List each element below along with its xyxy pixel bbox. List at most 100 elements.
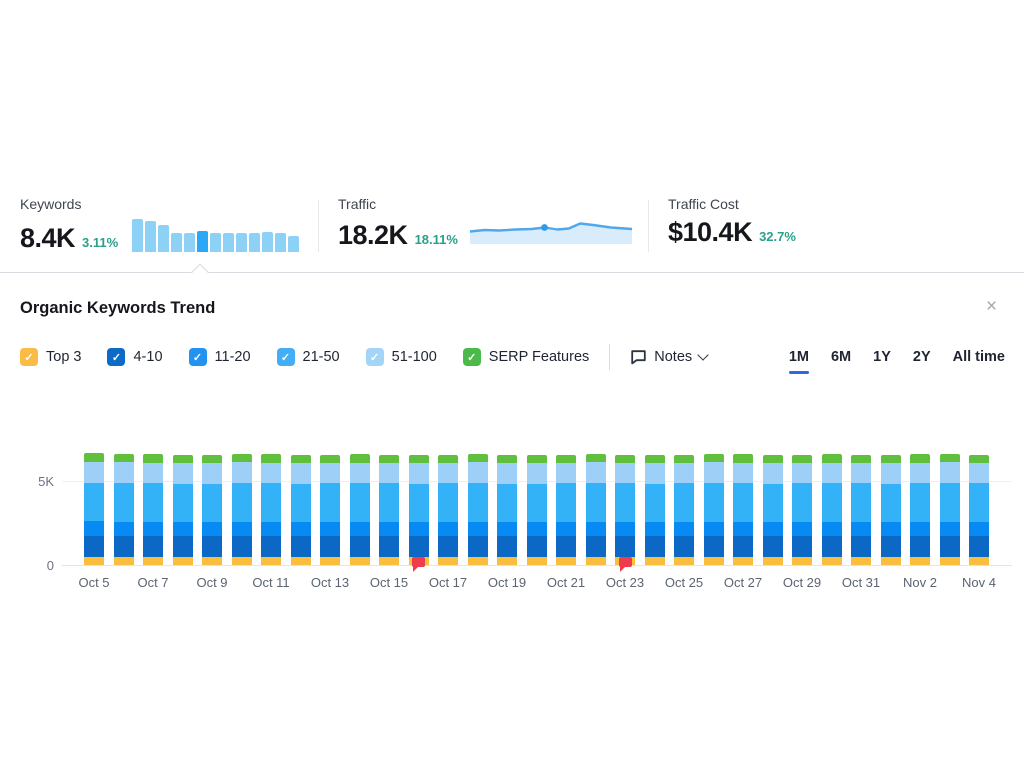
trend-bar[interactable]: [408, 455, 429, 565]
bar-segment-21-50: [969, 483, 989, 522]
spark-bar: [249, 233, 261, 252]
range-tab-1m[interactable]: 1M: [788, 349, 810, 374]
bar-segment-21-50: [674, 483, 694, 522]
trend-bar[interactable]: [880, 455, 901, 565]
trend-bar[interactable]: [556, 454, 576, 565]
bar-segment-11-20: [290, 522, 311, 537]
metric-traffic-cost[interactable]: Traffic Cost $10.4K 32.7%: [668, 196, 796, 246]
bar-segment-serp-features: [615, 454, 635, 463]
trend-bar[interactable]: [231, 454, 252, 565]
section-divider: [0, 272, 1024, 273]
metric-keywords[interactable]: Keywords 8.4K 3.11%: [20, 196, 300, 253]
bar-segment-11-20: [585, 521, 606, 537]
spark-bar: [288, 236, 300, 252]
bar-segment-21-50: [939, 483, 960, 522]
bar-segment-11-20: [792, 521, 812, 537]
bar-segment-51-100: [644, 463, 665, 484]
bar-segment-serp-features: [851, 454, 871, 463]
spark-bar: [145, 221, 157, 252]
trend-bar[interactable]: [143, 454, 163, 565]
bar-segment-4-10: [969, 536, 989, 557]
trend-bar[interactable]: [674, 454, 694, 565]
trend-bar[interactable]: [290, 455, 311, 565]
trend-bar[interactable]: [379, 454, 399, 565]
bar-segment-serp-features: [438, 454, 458, 463]
bar-segment-51-100: [379, 462, 399, 484]
bar-segment-51-100: [939, 462, 960, 484]
bar-segment-4-10: [379, 536, 399, 557]
spark-bar: [275, 233, 287, 252]
x-tick-label: Oct 13: [310, 575, 350, 590]
filter-top-3[interactable]: ✓ Top 3: [20, 348, 81, 366]
bar-segment-top-3: [821, 557, 842, 565]
bar-segment-51-100: [851, 462, 871, 484]
bar-segment-serp-features: [113, 454, 134, 463]
filter-11-20[interactable]: ✓ 11-20: [188, 348, 251, 366]
x-tick-label: Oct 19: [487, 575, 527, 590]
trend-bar[interactable]: [939, 454, 960, 565]
trend-bar[interactable]: [467, 454, 488, 565]
trend-bar[interactable]: [349, 454, 370, 565]
bar-segment-serp-features: [733, 454, 753, 463]
filter-51-100[interactable]: ✓ 51-100: [365, 348, 437, 366]
bar-segment-4-10: [349, 536, 370, 557]
trend-bar[interactable]: [585, 454, 606, 565]
bar-segment-11-20: [615, 521, 635, 537]
range-tab-6m[interactable]: 6M: [830, 349, 852, 365]
trend-bar[interactable]: [526, 455, 547, 565]
range-tab-all-time[interactable]: All time: [952, 349, 1005, 365]
trend-bar[interactable]: [84, 453, 104, 565]
bar-segment-11-20: [231, 521, 252, 537]
note-flag-icon[interactable]: [618, 557, 632, 572]
trend-bar[interactable]: [969, 454, 989, 565]
bar-segment-serp-features: [202, 454, 222, 463]
trend-bar[interactable]: [851, 454, 871, 565]
bar-segment-4-10: [467, 536, 488, 557]
bar-segment-top-3: [497, 557, 517, 565]
trend-bar[interactable]: [733, 454, 753, 565]
metric-keywords-value: 8.4K: [20, 223, 76, 253]
bar-segment-21-50: [113, 483, 134, 522]
filter-toolbar: ✓ Top 3 ✓ 4-10 ✓ 11-20 ✓ 21-50 ✓ 51-100 ✓ SERP Feat…: [20, 344, 1005, 374]
bar-segment-21-50: [467, 483, 488, 522]
filter-21-50[interactable]: ✓ 21-50: [276, 348, 340, 366]
bar-segment-4-10: [762, 536, 783, 557]
filter-serp-features[interactable]: ✓ SERP Features: [462, 348, 589, 366]
bar-segment-top-3: [880, 556, 901, 565]
keywords-sparkline-chart: [132, 219, 300, 252]
metric-traffic[interactable]: Traffic 18.2K 18.11%: [338, 196, 634, 249]
bar-segment-4-10: [880, 536, 901, 557]
bar-segment-21-50: [615, 483, 635, 522]
trend-bar[interactable]: [703, 454, 724, 565]
range-tab-1y[interactable]: 1Y: [873, 349, 891, 365]
trend-bar[interactable]: [202, 454, 222, 565]
bar-segment-4-10: [792, 536, 812, 557]
trend-bar[interactable]: [113, 454, 134, 565]
trend-bar[interactable]: [497, 454, 517, 565]
trend-bar[interactable]: [438, 454, 458, 565]
x-tick-label: Oct 21: [546, 575, 586, 590]
bar-segment-11-20: [438, 521, 458, 537]
trend-bar[interactable]: [172, 455, 193, 565]
range-tab-2y[interactable]: 2Y: [912, 349, 931, 365]
bar-segment-11-20: [733, 521, 753, 537]
trend-bar[interactable]: [910, 454, 930, 565]
trend-bar[interactable]: [792, 454, 812, 565]
bar-segment-serp-features: [231, 454, 252, 463]
bar-segment-11-20: [851, 521, 871, 537]
trend-bar[interactable]: [821, 454, 842, 565]
trend-bar[interactable]: [762, 455, 783, 565]
trend-bar[interactable]: [261, 454, 281, 565]
trend-bar[interactable]: [615, 454, 635, 565]
close-icon[interactable]: ×: [986, 296, 998, 317]
bar-segment-top-3: [84, 556, 104, 565]
filter-4-10[interactable]: ✓ 4-10: [107, 348, 163, 366]
bar-segment-21-50: [526, 483, 547, 523]
trend-bar[interactable]: [320, 454, 340, 565]
trend-bar[interactable]: [644, 455, 665, 565]
bar-segment-serp-features: [792, 454, 812, 463]
note-flag-icon[interactable]: [412, 557, 425, 572]
notes-dropdown[interactable]: Notes: [630, 349, 709, 365]
bar-segment-11-20: [261, 521, 281, 537]
metric-traffic-cost-change: 32.7%: [759, 229, 796, 244]
